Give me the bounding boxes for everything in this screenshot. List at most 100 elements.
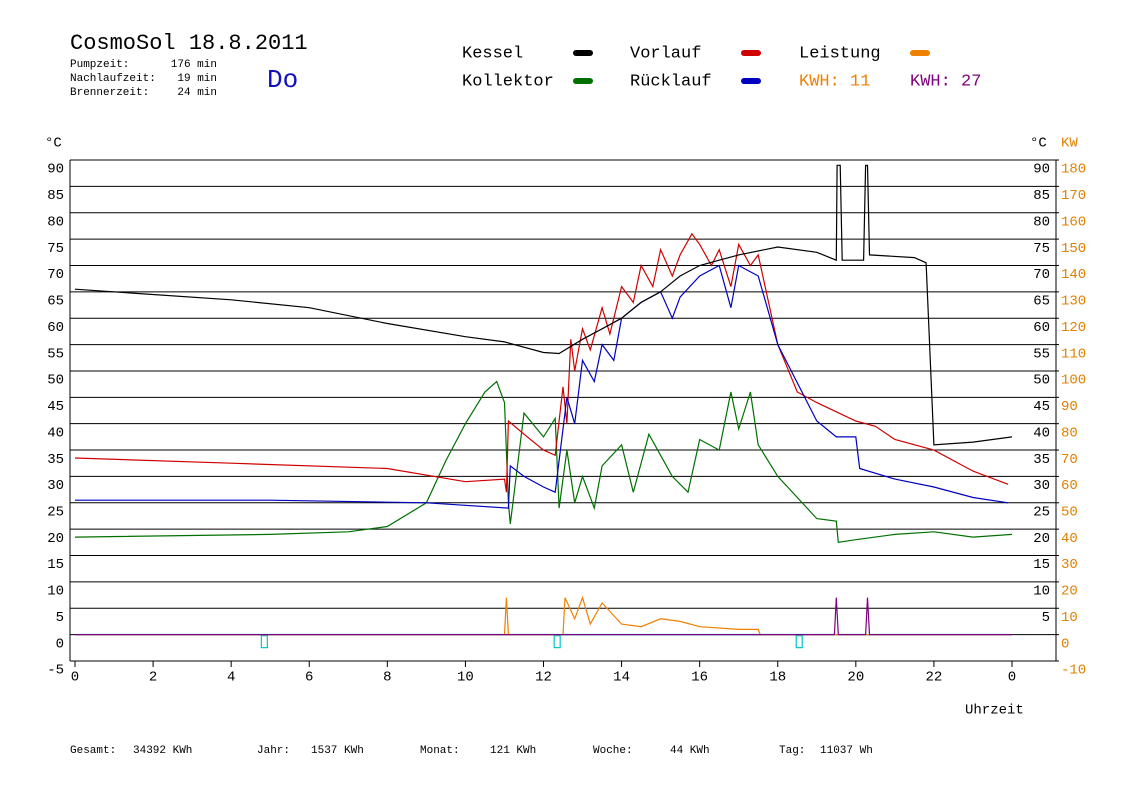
title: CosmoSol 18.8.2011 <box>70 31 308 56</box>
marker <box>553 635 561 649</box>
y-right-tick-label: 35 <box>1033 452 1050 468</box>
y2-tick-label: 10 <box>1061 610 1078 626</box>
x-tick-label: 20 <box>847 670 864 686</box>
y-tick-label: 50 <box>47 373 64 389</box>
y-right-tick-label: 40 <box>1033 425 1050 441</box>
y2-tick-label: 40 <box>1061 531 1078 547</box>
y2-tick-label: 50 <box>1061 504 1078 520</box>
footer-label: Jahr: <box>257 745 290 757</box>
y-tick-label: 5 <box>56 610 64 626</box>
stat-value: 19 min <box>177 73 217 85</box>
legend-label: Kessel <box>462 44 523 63</box>
x-tick-label: 18 <box>769 670 786 686</box>
stat-label: Pumpzeit: <box>70 59 129 71</box>
y-right-tick-label: 90 <box>1033 162 1050 178</box>
y-tick-label: 60 <box>47 320 64 336</box>
y2-tick-label: 150 <box>1061 241 1086 257</box>
y-right-tick-label: 65 <box>1033 294 1050 310</box>
footer-value: 11037 Wh <box>820 745 873 757</box>
y-tick-label: 90 <box>47 162 64 178</box>
y-tick-label: 20 <box>47 531 64 547</box>
y-right-tick-label: 10 <box>1033 584 1050 600</box>
y2-tick-label: 130 <box>1061 294 1086 310</box>
y-right-tick-label: 75 <box>1033 241 1050 257</box>
y2-tick-label: 30 <box>1061 557 1078 573</box>
legend-label: Vorlauf <box>630 44 701 63</box>
y-tick-label: -5 <box>47 663 64 679</box>
legend-label: KWH: 27 <box>910 72 981 91</box>
y-right-tick-label: 45 <box>1033 399 1050 415</box>
y-right-tick-label: 60 <box>1033 320 1050 336</box>
y2-tick-label: 20 <box>1061 584 1078 600</box>
y-tick-label: 10 <box>47 584 64 600</box>
y-tick-label: 45 <box>47 399 64 415</box>
y2-tick-label: 60 <box>1061 478 1078 494</box>
legend-label: Leistung <box>799 44 881 63</box>
y2-tick-label: 160 <box>1061 214 1086 230</box>
y-tick-label: 30 <box>47 478 64 494</box>
marker <box>795 635 803 649</box>
x-tick-label: 16 <box>691 670 708 686</box>
legend-label: Rücklauf <box>630 72 712 91</box>
y-right-tick-label: 55 <box>1033 346 1050 362</box>
y2-tick-label: 180 <box>1061 162 1086 178</box>
y2-tick-label: 70 <box>1061 452 1078 468</box>
y2-tick-label: 0 <box>1061 636 1069 652</box>
y-tick-label: 85 <box>47 188 64 204</box>
y-tick-label: 65 <box>47 294 64 310</box>
y-right-tick-label: 20 <box>1033 531 1050 547</box>
y-right-tick-label: 15 <box>1033 557 1050 573</box>
x-tick-label: 10 <box>457 670 474 686</box>
y-tick-label: 75 <box>47 241 64 257</box>
y2-tick-label: 90 <box>1061 399 1078 415</box>
stat-value: 176 min <box>171 59 217 71</box>
series-line <box>75 597 1012 636</box>
y-tick-label: 35 <box>47 452 64 468</box>
y-right-tick-label: 30 <box>1033 478 1050 494</box>
x-tick-label: 0 <box>71 670 79 686</box>
footer-label: Tag: <box>779 745 805 757</box>
stat-label: Brennerzeit: <box>70 87 149 99</box>
x-axis-label: Uhrzeit <box>965 703 1024 719</box>
series-line <box>74 232 1009 493</box>
x-tick-label: 14 <box>613 670 630 686</box>
y-right-tick-label: 70 <box>1033 267 1050 283</box>
day: Do <box>267 65 298 95</box>
y-right-tick-label: 25 <box>1033 504 1050 520</box>
x-tick-label: 8 <box>383 670 391 686</box>
y2-tick-label: 140 <box>1061 267 1086 283</box>
y-right-axis-label: °C <box>1030 136 1047 152</box>
stat-value: 24 min <box>177 87 217 99</box>
footer-label: Woche: <box>593 745 633 757</box>
y-right-tick-label: 5 <box>1042 610 1050 626</box>
x-tick-label: 4 <box>227 670 235 686</box>
series-line <box>74 164 1013 446</box>
y-tick-label: 55 <box>47 346 64 362</box>
footer-label: Monat: <box>420 745 460 757</box>
y-axis-label: °C <box>45 136 62 152</box>
stat-label: Nachlaufzeit: <box>70 73 156 85</box>
y-tick-label: 25 <box>47 504 64 520</box>
y2-tick-label: 170 <box>1061 188 1086 204</box>
y-tick-label: 0 <box>56 636 64 652</box>
annotation: KWH: 11 <box>799 72 870 91</box>
y-right-tick-label: 80 <box>1033 214 1050 230</box>
y2-tick-label: 110 <box>1061 346 1086 362</box>
y-tick-label: 70 <box>47 267 64 283</box>
footer-value: 121 KWh <box>490 745 536 757</box>
footer-value: 1537 KWh <box>311 745 364 757</box>
y2-tick-label: -10 <box>1061 663 1086 679</box>
y-right-tick-label: 50 <box>1033 373 1050 389</box>
y-tick-label: 80 <box>47 214 64 230</box>
x-tick-label: 0 <box>1008 670 1016 686</box>
x-tick-label: 6 <box>305 670 313 686</box>
marker <box>260 635 268 649</box>
series-line <box>74 380 1013 543</box>
y2-tick-label: 100 <box>1061 373 1086 389</box>
x-tick-label: 2 <box>149 670 157 686</box>
y2-tick-label: 80 <box>1061 425 1078 441</box>
legend-label: Kollektor <box>462 72 554 91</box>
y2-axis-label: KW <box>1061 136 1078 152</box>
